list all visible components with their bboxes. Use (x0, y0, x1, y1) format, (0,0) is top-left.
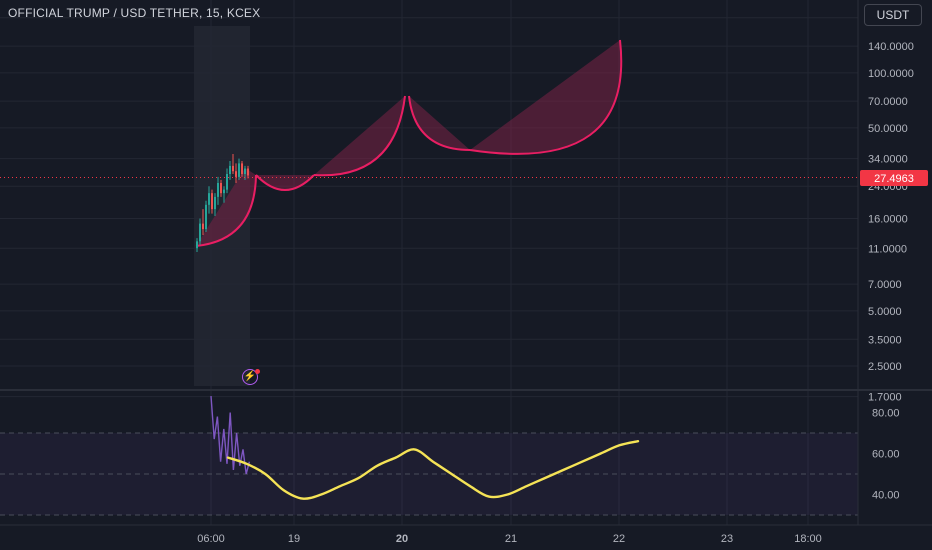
candle-body (202, 223, 204, 230)
candle-body (241, 163, 243, 174)
time-tick-label: 23 (721, 533, 733, 545)
candle-body (217, 183, 219, 197)
time-tick-label: 06:00 (197, 533, 225, 545)
price-tick-label: 5.0000 (868, 306, 902, 318)
rsi-moving-average-line (226, 440, 640, 500)
time-tick-label: 21 (505, 533, 517, 545)
alert-notification-dot (255, 369, 260, 374)
price-tick-label: 3.5000 (868, 334, 902, 346)
vertical-grid (210, 0, 809, 525)
cup-shape-5 (470, 40, 622, 154)
candle-body (214, 196, 216, 210)
candle-body (208, 193, 210, 205)
candle-body (211, 193, 213, 210)
price-tick-label: 34.0000 (868, 154, 908, 166)
cup-shape-4 (409, 96, 470, 150)
cup-shape-3 (314, 96, 405, 176)
price-tick-label: 11.0000 (868, 243, 907, 255)
candle-series (196, 154, 249, 252)
price-tick-label: 1.7000 (868, 392, 902, 404)
cup-shape-4-outline (408, 95, 471, 151)
candle-body (244, 168, 246, 174)
candle-body (238, 163, 240, 177)
price-tick-label: 140.0000 (868, 41, 914, 53)
price-tick-label: 7.0000 (868, 279, 902, 291)
cup-drawings (195, 39, 623, 247)
price-tick-label: 100.0000 (868, 68, 914, 80)
candle-body (232, 165, 234, 172)
price-grid (0, 17, 858, 398)
cup-shape-1 (196, 168, 256, 246)
candle-body (196, 241, 198, 249)
candle-body (205, 204, 207, 230)
chart-title: OFFICIAL TRUMP / USD TETHER, 15, KCEX (8, 6, 261, 20)
price-tick-label: 16.0000 (868, 213, 908, 225)
currency-button[interactable]: USDT (864, 4, 922, 26)
oscillator-tick-label: 60.00 (872, 449, 900, 461)
oscillator-tick-label: 80.00 (872, 408, 900, 420)
price-axis: 200.0000140.0000100.000070.000050.000034… (868, 13, 914, 404)
time-axis: 06:00 19 20 21 22 23 18:00 (197, 533, 822, 545)
cup-shape-1-outline (195, 174, 257, 247)
oscillator-axis: 80.00 60.00 40.00 (872, 408, 900, 502)
candle-body (247, 168, 249, 176)
candle-body (229, 165, 231, 174)
time-tick-label: 22 (613, 533, 625, 545)
price-tick-label: 70.0000 (868, 96, 908, 108)
time-tick-label: 18:00 (794, 533, 822, 545)
lightning-alert-icon[interactable]: ⚡ (242, 369, 258, 385)
candle-body (220, 183, 222, 194)
time-tick-label: 20 (396, 533, 408, 545)
current-price-label: 27.4963 (874, 173, 914, 185)
cup-shape-2-outline (255, 174, 315, 191)
candle-body (223, 189, 225, 194)
candle-body (226, 173, 228, 190)
candle-body (199, 223, 201, 242)
cup-shape-5-outline (469, 39, 623, 155)
price-tick-label: 50.0000 (868, 123, 908, 135)
cup-shape-3-outline (313, 95, 406, 177)
time-tick-label: 19 (288, 533, 300, 545)
current-price-label-bg (860, 170, 928, 186)
oscillator-tick-label: 40.00 (872, 490, 900, 502)
oscillator-band-lines (0, 432, 858, 516)
price-tick-label: 2.5000 (868, 361, 902, 373)
rsi-line (210, 396, 251, 475)
candle-body (235, 171, 237, 177)
